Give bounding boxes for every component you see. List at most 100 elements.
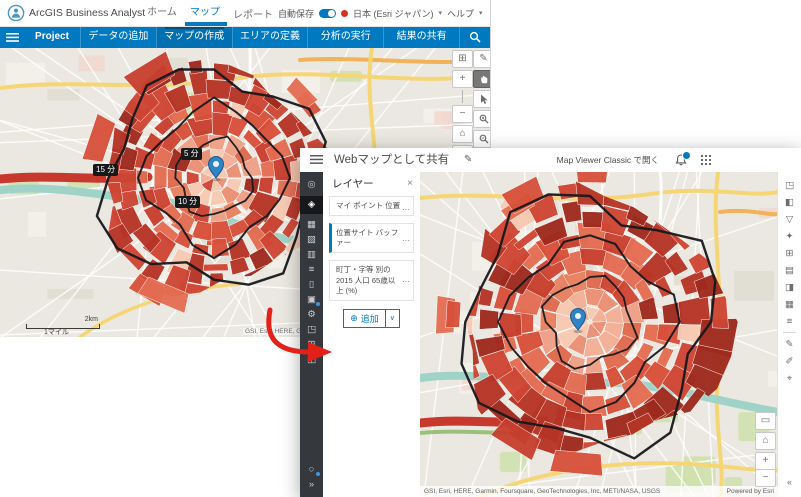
active-tab-underline (185, 22, 227, 26)
basemap-icon[interactable]: ▨ (307, 234, 316, 245)
fullscreen-button[interactable]: ⊞ (452, 50, 473, 68)
print-icon[interactable]: ⊞ (307, 339, 316, 350)
ribbon-create-maps[interactable]: マップの作成 (155, 26, 232, 48)
share-map-canvas[interactable]: GSI, Esri, HERE, Garmin, Foursquare, Geo… (420, 172, 778, 497)
main-map-canvas[interactable]: 15 分 5 分 10 分 2km 1マイル GSI, Esri, HERE, … (0, 48, 490, 337)
edit-title-pencil-icon[interactable]: ✎ (464, 154, 473, 165)
properties-icon[interactable]: ◳ (785, 180, 794, 191)
legend-icon[interactable]: ≡ (308, 264, 315, 275)
chevron-down-icon[interactable]: ∨ (389, 315, 395, 323)
save-icon[interactable]: ▣ (300, 292, 323, 307)
layers-panel-header: レイヤー × (323, 172, 420, 196)
notification-count-badge (682, 151, 691, 160)
ribbon-add-data[interactable]: データの追加 (80, 26, 156, 48)
extent-button[interactable]: ▭ (755, 412, 776, 430)
menu-burger-icon[interactable] (0, 26, 24, 48)
business-analyst-window: ArcGIS Business Analyst ホーム マップ レポート 自動保… (0, 0, 491, 337)
share-map-attribution: GSI, Esri, HERE, Garmin, Foursquare, Geo… (424, 488, 661, 495)
measure-icon[interactable]: ⌖ (786, 373, 793, 384)
share-webmap-window: Webマップとして共有 ✎ Map Viewer Classic で開く ◎ ◈… (300, 148, 801, 497)
ribbon-run-analysis[interactable]: 分析の実行 (307, 26, 383, 48)
layers-icon[interactable]: ◈ (300, 196, 323, 214)
drivetime-10min-badge: 10 分 (175, 196, 201, 208)
toolbar-divider (783, 332, 796, 333)
workflow-ribbon: Project データの追加 マップの作成 エリアの定義 分析の実行 結果の共有 (0, 26, 490, 48)
menu-burger-icon[interactable] (310, 155, 323, 164)
collapse-rail-icon[interactable]: « (786, 477, 792, 487)
scale-bar-line (26, 324, 100, 330)
back-icon[interactable]: ◎ (307, 179, 316, 190)
ribbon-define-areas[interactable]: エリアの定義 (231, 26, 308, 48)
add-layer-button[interactable]: ⊕ 追加 ∨ (343, 308, 400, 328)
open-in-classic-link[interactable]: Map Viewer Classic で開く (556, 155, 659, 165)
layer-name: 位置サイト バッファー (336, 228, 399, 248)
app-launcher-grid-icon[interactable] (700, 154, 712, 166)
tab-map[interactable]: マップ (190, 7, 220, 18)
arcgis-logo-icon (7, 4, 25, 22)
home-extent-button[interactable]: ⌂ (755, 432, 776, 450)
sketch-icon[interactable]: ✐ (785, 356, 794, 367)
share-window-header: Webマップとして共有 ✎ Map Viewer Classic で開く (300, 148, 801, 173)
autosave-toggle[interactable] (319, 8, 337, 18)
share-map-attribution-bar: GSI, Esri, HERE, Garmin, Foursquare, Geo… (420, 486, 778, 497)
add-circle-icon: ⊕ (350, 312, 358, 323)
share-icon[interactable]: ◳ (307, 324, 316, 335)
add-label: 追加 (360, 313, 379, 324)
bookmarks-icon[interactable]: ▯ (308, 279, 315, 290)
select-cursor-button[interactable] (473, 90, 490, 108)
status-dot-icon (341, 9, 349, 17)
home-extent-button[interactable]: ⌂ (452, 125, 473, 143)
drivetime-15min-badge: 15 分 (93, 164, 119, 176)
draw-pencil-button[interactable]: ✎ (473, 50, 490, 68)
ribbon-share-results[interactable]: 結果の共有 (383, 26, 459, 48)
chevron-down-icon: ▾ (438, 10, 443, 17)
overflow-menu-icon[interactable]: ⋯ (402, 204, 410, 214)
overflow-menu-icon[interactable]: ⋯ (402, 277, 410, 287)
layer-name: マイ ポイント 位置 (336, 201, 401, 210)
search-icon[interactable] (458, 26, 490, 48)
autosave-label: 自動保存 (278, 8, 315, 19)
layer-card-buffer[interactable]: 位置サイト バッファー ⋯ (329, 223, 414, 254)
zoom-out-button[interactable]: − (452, 105, 473, 123)
chevron-down-icon: ▾ (479, 10, 483, 17)
pan-hand-button[interactable] (473, 70, 490, 88)
tab-reports[interactable]: レポート (233, 9, 273, 21)
overflow-menu-icon[interactable]: ⋯ (402, 235, 410, 245)
region-menu[interactable]: 日本 (Esri ジャパン) (353, 8, 434, 19)
charts-icon[interactable]: ▥ (307, 249, 316, 260)
zoom-in-tool-button[interactable] (473, 110, 490, 128)
zoom-slider[interactable] (462, 90, 463, 103)
project-menu[interactable]: Project (35, 31, 69, 42)
zoom-in-button[interactable]: + (755, 452, 776, 470)
settings-toolbar: ◳ ◧ ▽ ✦ ⊞ ▤ ◨ ▦ ≡ ✎ ✐ ⌖ « (777, 172, 801, 497)
edit-icon[interactable]: ✎ (785, 339, 794, 350)
tab-home[interactable]: ホーム (147, 7, 177, 18)
aggregation-icon[interactable]: ⊞ (785, 248, 794, 259)
zoom-in-button[interactable]: + (452, 70, 473, 88)
close-icon[interactable]: × (407, 178, 413, 189)
layer-name: 町丁・字等 別の 2015 人口 65歳以上 (%) (336, 265, 396, 295)
layer-card-population[interactable]: 町丁・字等 別の 2015 人口 65歳以上 (%) ⋯ (329, 260, 414, 301)
layers-panel: レイヤー × マイ ポイント 位置 ⋯ 位置サイト バッファー ⋯ 町丁・字等 … (323, 172, 421, 497)
media-icon[interactable]: ◫ (307, 354, 316, 365)
app-header: ArcGIS Business Analyst ホーム マップ レポート 自動保… (0, 0, 490, 27)
popups-icon[interactable]: ◨ (785, 282, 794, 293)
styles-icon[interactable]: ◧ (785, 197, 794, 208)
contents-toolbar: ◎ ◈ ▦ ▨ ▥ ≡ ▯ ▣ ⚙ ◳ ⊞ ◫ ○ » (300, 172, 323, 497)
help-menu[interactable]: ヘルプ (447, 8, 475, 19)
forms-icon[interactable]: ≡ (786, 316, 793, 327)
labels-icon[interactable]: ▤ (785, 265, 794, 276)
drivetime-5min-badge: 5 分 (181, 148, 202, 160)
map-properties-icon[interactable]: ⚙ (307, 309, 316, 320)
fields-icon[interactable]: ▦ (785, 299, 794, 310)
filter-icon[interactable]: ▽ (785, 214, 794, 225)
expand-rail-icon[interactable]: » (308, 479, 315, 490)
layer-card-points[interactable]: マイ ポイント 位置 ⋯ (329, 196, 414, 217)
tables-icon[interactable]: ▦ (307, 219, 316, 230)
share-window-title: Webマップとして共有 (334, 154, 450, 166)
zoom-out-tool-button[interactable] (473, 130, 490, 148)
layers-panel-title: レイヤー (332, 178, 374, 190)
effects-icon[interactable]: ✦ (785, 231, 794, 242)
zoom-out-button[interactable]: − (755, 469, 776, 487)
search-icon[interactable]: ○ (300, 462, 323, 477)
